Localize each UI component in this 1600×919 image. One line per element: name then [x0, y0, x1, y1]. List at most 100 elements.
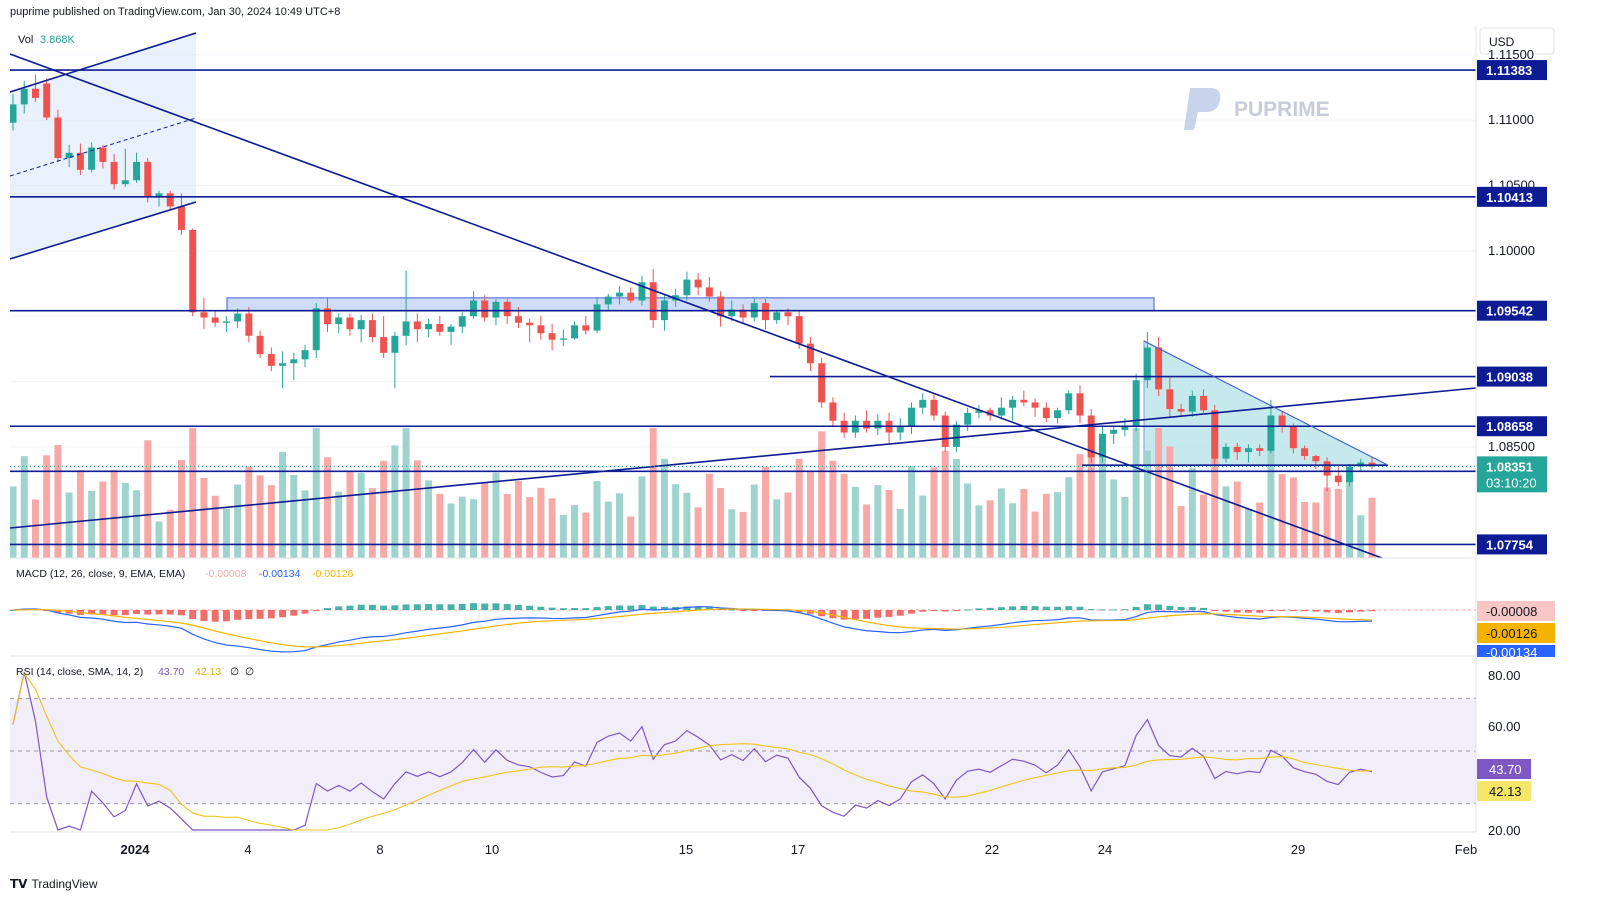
macd-hist-bar: [750, 610, 758, 611]
volume-bar: [323, 457, 331, 558]
macd-hist-bar: [526, 605, 534, 610]
volume-bar: [784, 492, 792, 558]
candle-body: [346, 317, 354, 330]
macd-hist-bar: [1132, 606, 1140, 610]
volume-bar: [492, 472, 500, 558]
candle-body: [470, 300, 477, 317]
tradingview-footer[interactable]: 𝗧𝗩 TradingView: [10, 877, 98, 891]
volume-bar: [9, 486, 17, 558]
macd-hist-bar: [110, 610, 118, 616]
volume-bar: [649, 428, 657, 558]
volume-bar: [851, 486, 859, 558]
macd-hist-bar: [380, 605, 388, 610]
candle-body: [189, 229, 197, 313]
chart-container[interactable]: PUPRIME USD 1.11500 1.11000 1.10500 1.10000…: [9, 26, 1558, 866]
candle-body: [43, 83, 51, 118]
level-badge-text: 1.09542: [1486, 304, 1533, 319]
volume-bar: [952, 458, 960, 558]
last-price-text: 1.08351: [1486, 459, 1533, 474]
candle-body: [1042, 407, 1050, 419]
candle-body: [121, 180, 129, 185]
candle-body: [762, 303, 769, 321]
volume-bar: [930, 467, 938, 558]
macd-hist-bar: [436, 604, 444, 610]
candle-body: [1143, 347, 1151, 381]
candle-body: [1200, 395, 1208, 411]
macd-hist-bar: [177, 610, 185, 616]
macd-hist-bar: [1076, 606, 1084, 610]
volume-bar: [425, 480, 433, 558]
volume-label: Vol: [18, 34, 33, 46]
macd-hist-bar: [941, 610, 949, 612]
volume-bar: [290, 475, 298, 558]
candle-body: [391, 335, 399, 353]
volume-bar: [1346, 470, 1354, 558]
rsi-tick-60: 60.00: [1488, 719, 1521, 734]
macd-hist-bar: [975, 608, 983, 610]
macd-hist-bar: [1121, 609, 1129, 611]
descending-trendline: [9, 53, 1383, 559]
volume-bar: [616, 493, 623, 558]
volume-bar: [908, 465, 915, 558]
volume-bar: [582, 512, 590, 558]
volume-bar: [458, 496, 466, 558]
volume-bar: [222, 508, 230, 558]
time-label: 24: [1098, 842, 1112, 857]
candle-body: [290, 359, 298, 364]
time-label: 10: [485, 842, 499, 857]
chart-svg[interactable]: PUPRIME USD 1.115001.110001.105001.10000…: [9, 26, 1558, 866]
currency-selector[interactable]: USD: [1479, 27, 1555, 55]
macd-hist-bar: [1244, 610, 1252, 613]
price-tick: 1.11000: [1488, 112, 1534, 127]
candle-body: [155, 193, 163, 198]
candles: [9, 74, 1376, 492]
macd-hist-bar: [492, 603, 500, 610]
candle-body: [638, 282, 646, 301]
candle-body: [941, 415, 949, 447]
volume-bar: [514, 480, 522, 558]
time-label: 4: [244, 842, 251, 857]
candle-body: [200, 312, 208, 318]
candle-body: [604, 296, 612, 305]
time-axis[interactable]: 2024 4 8 10 15 17 22 24 29 Feb: [121, 842, 1478, 857]
volume-bar: [1054, 492, 1062, 558]
triangle-upper: [1143, 340, 1389, 466]
macd-hist-bar: [649, 606, 657, 610]
macd-hist-bar: [413, 604, 421, 610]
macd-hist-bar: [503, 604, 511, 610]
macd-hist-bar: [705, 607, 713, 610]
volume-bar: [503, 493, 511, 558]
macd-hist-bar: [1334, 610, 1342, 613]
candle-body: [1166, 389, 1174, 409]
macd-hist-bar: [851, 610, 859, 620]
volume-bar: [728, 509, 736, 558]
macd-hist-bar: [1323, 610, 1331, 613]
rsi-band: [10, 698, 1476, 804]
macd-hist-bar: [514, 604, 522, 610]
price-tick: 1.11500: [1488, 47, 1534, 62]
volume-bar: [627, 516, 635, 558]
candle-body: [368, 320, 376, 338]
macd-hist-bar: [728, 609, 736, 611]
candle-body: [301, 350, 309, 360]
macd-hist-bar: [335, 606, 343, 610]
candle-body: [1244, 448, 1252, 453]
candle-body: [1020, 399, 1028, 403]
volume-bar: [144, 440, 152, 558]
rsi-value: 43.70: [158, 666, 184, 678]
volume-bar: [773, 499, 781, 558]
candle-body: [1312, 456, 1320, 462]
watermark-text: PUPRIME: [1234, 98, 1330, 121]
macd-hist-bar: [1278, 610, 1286, 611]
level-badge-text: 1.09038: [1486, 370, 1533, 385]
macd-hist-bar: [908, 610, 915, 614]
volume-bar: [245, 466, 253, 558]
macd-hist-bar: [874, 610, 882, 618]
macd-hist-bar: [279, 610, 287, 618]
candle-body: [256, 335, 264, 355]
rsi-ma-line: [12, 671, 1373, 831]
level-badge: [1477, 366, 1547, 387]
time-label: 29: [1291, 842, 1305, 857]
rsi-legend: RSI (14, close, SMA, 14, 2) 43.70 42.13 …: [16, 666, 254, 678]
volume-bar: [1020, 488, 1028, 558]
